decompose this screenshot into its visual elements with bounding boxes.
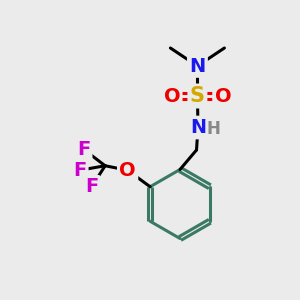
Text: O: O: [164, 86, 180, 106]
Text: H: H: [206, 120, 220, 138]
Text: F: F: [77, 140, 90, 159]
Text: O: O: [214, 86, 231, 106]
Text: F: F: [85, 177, 98, 196]
Text: N: N: [189, 56, 206, 76]
Text: S: S: [190, 86, 205, 106]
Text: O: O: [119, 161, 136, 180]
Text: N: N: [190, 118, 206, 137]
Text: F: F: [73, 161, 86, 180]
